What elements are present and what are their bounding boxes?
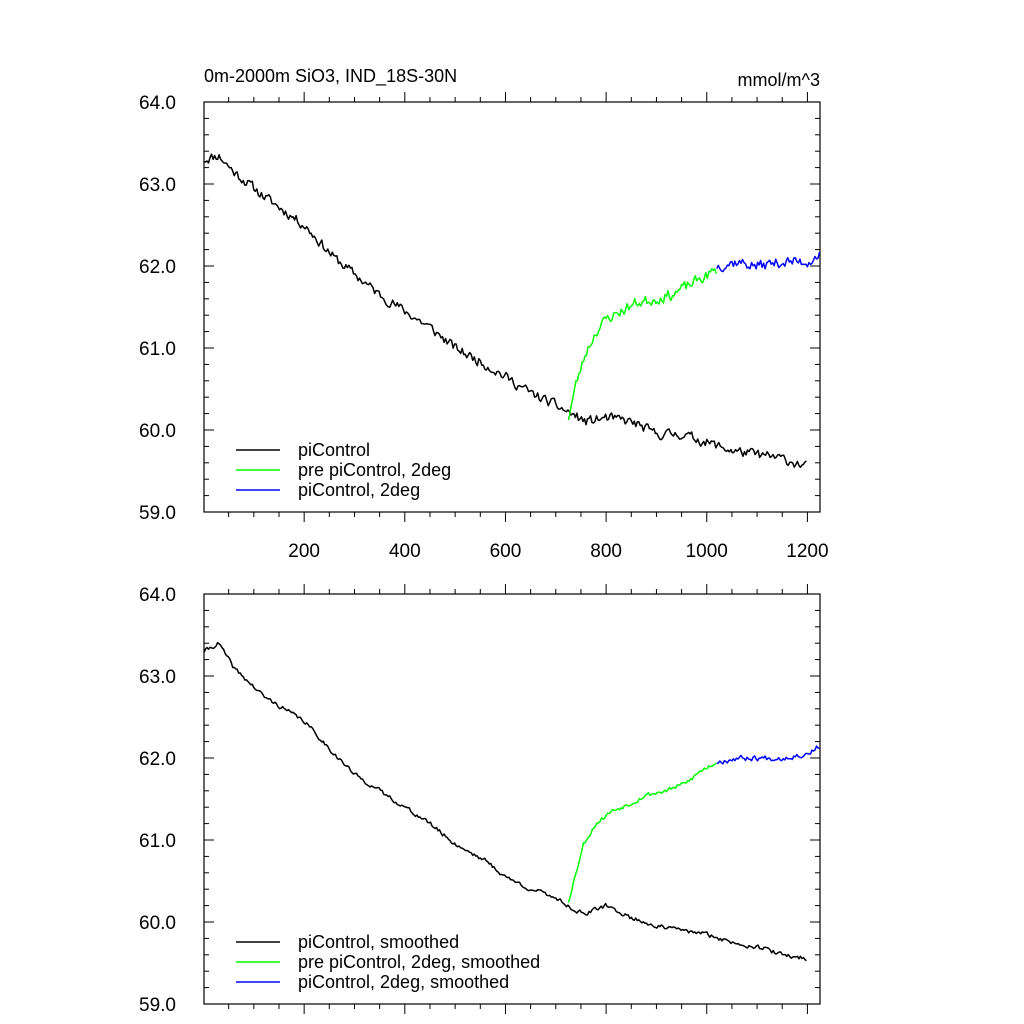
legend-label: piControl xyxy=(298,440,370,460)
panel-top: 59.0 60.0 61.0 62.0 63.0 64.0 200 400 600 800 1000… xyxy=(139,92,829,562)
series-line-2 xyxy=(567,268,718,421)
x-tick-label: 1000 xyxy=(686,541,728,562)
x-tick-label: 200 xyxy=(288,541,320,562)
x-tick-label: 1200 xyxy=(786,541,828,562)
y-tick-label: 61.0 xyxy=(139,339,176,360)
legend-label: pre piControl, 2deg xyxy=(298,460,451,480)
units-label: mmol/m^3 xyxy=(738,70,820,90)
y-tick-label: 64.0 xyxy=(139,93,176,114)
legend-label: piControl, 2deg, smoothed xyxy=(298,972,509,992)
series-line-3 xyxy=(716,745,820,765)
legend-label: pre piControl, 2deg, smoothed xyxy=(298,952,540,972)
y-tick-label: 59.0 xyxy=(139,995,176,1016)
series-line-2 xyxy=(567,762,717,903)
x-tick-label: 600 xyxy=(490,541,522,562)
y-tick-label: 60.0 xyxy=(139,421,176,442)
chart-title: 0m-2000m SiO3, IND_18S-30N xyxy=(204,66,457,87)
series-line-1 xyxy=(203,153,807,469)
y-tick-label: 61.0 xyxy=(139,831,176,852)
y-tick-label: 60.0 xyxy=(139,913,176,934)
y-tick-label: 62.0 xyxy=(139,749,176,770)
y-tick-label: 63.0 xyxy=(139,175,176,196)
series-line-1 xyxy=(203,641,807,962)
legend-label: piControl, 2deg xyxy=(298,480,420,500)
legend-label: piControl, smoothed xyxy=(298,932,459,952)
series-line-3 xyxy=(716,251,821,273)
y-tick-label: 64.0 xyxy=(139,585,176,606)
plot-frame xyxy=(203,593,821,1005)
y-tick-label: 62.0 xyxy=(139,257,176,278)
x-tick-label: 400 xyxy=(389,541,421,562)
panel-bottom: 59.0 60.0 61.0 62.0 63.0 64.0 piControl, smoot… xyxy=(139,584,821,1016)
y-tick-label: 59.0 xyxy=(139,503,176,524)
y-tick-label: 63.0 xyxy=(139,667,176,688)
plot-frame xyxy=(203,101,821,513)
x-tick-label: 800 xyxy=(590,541,622,562)
